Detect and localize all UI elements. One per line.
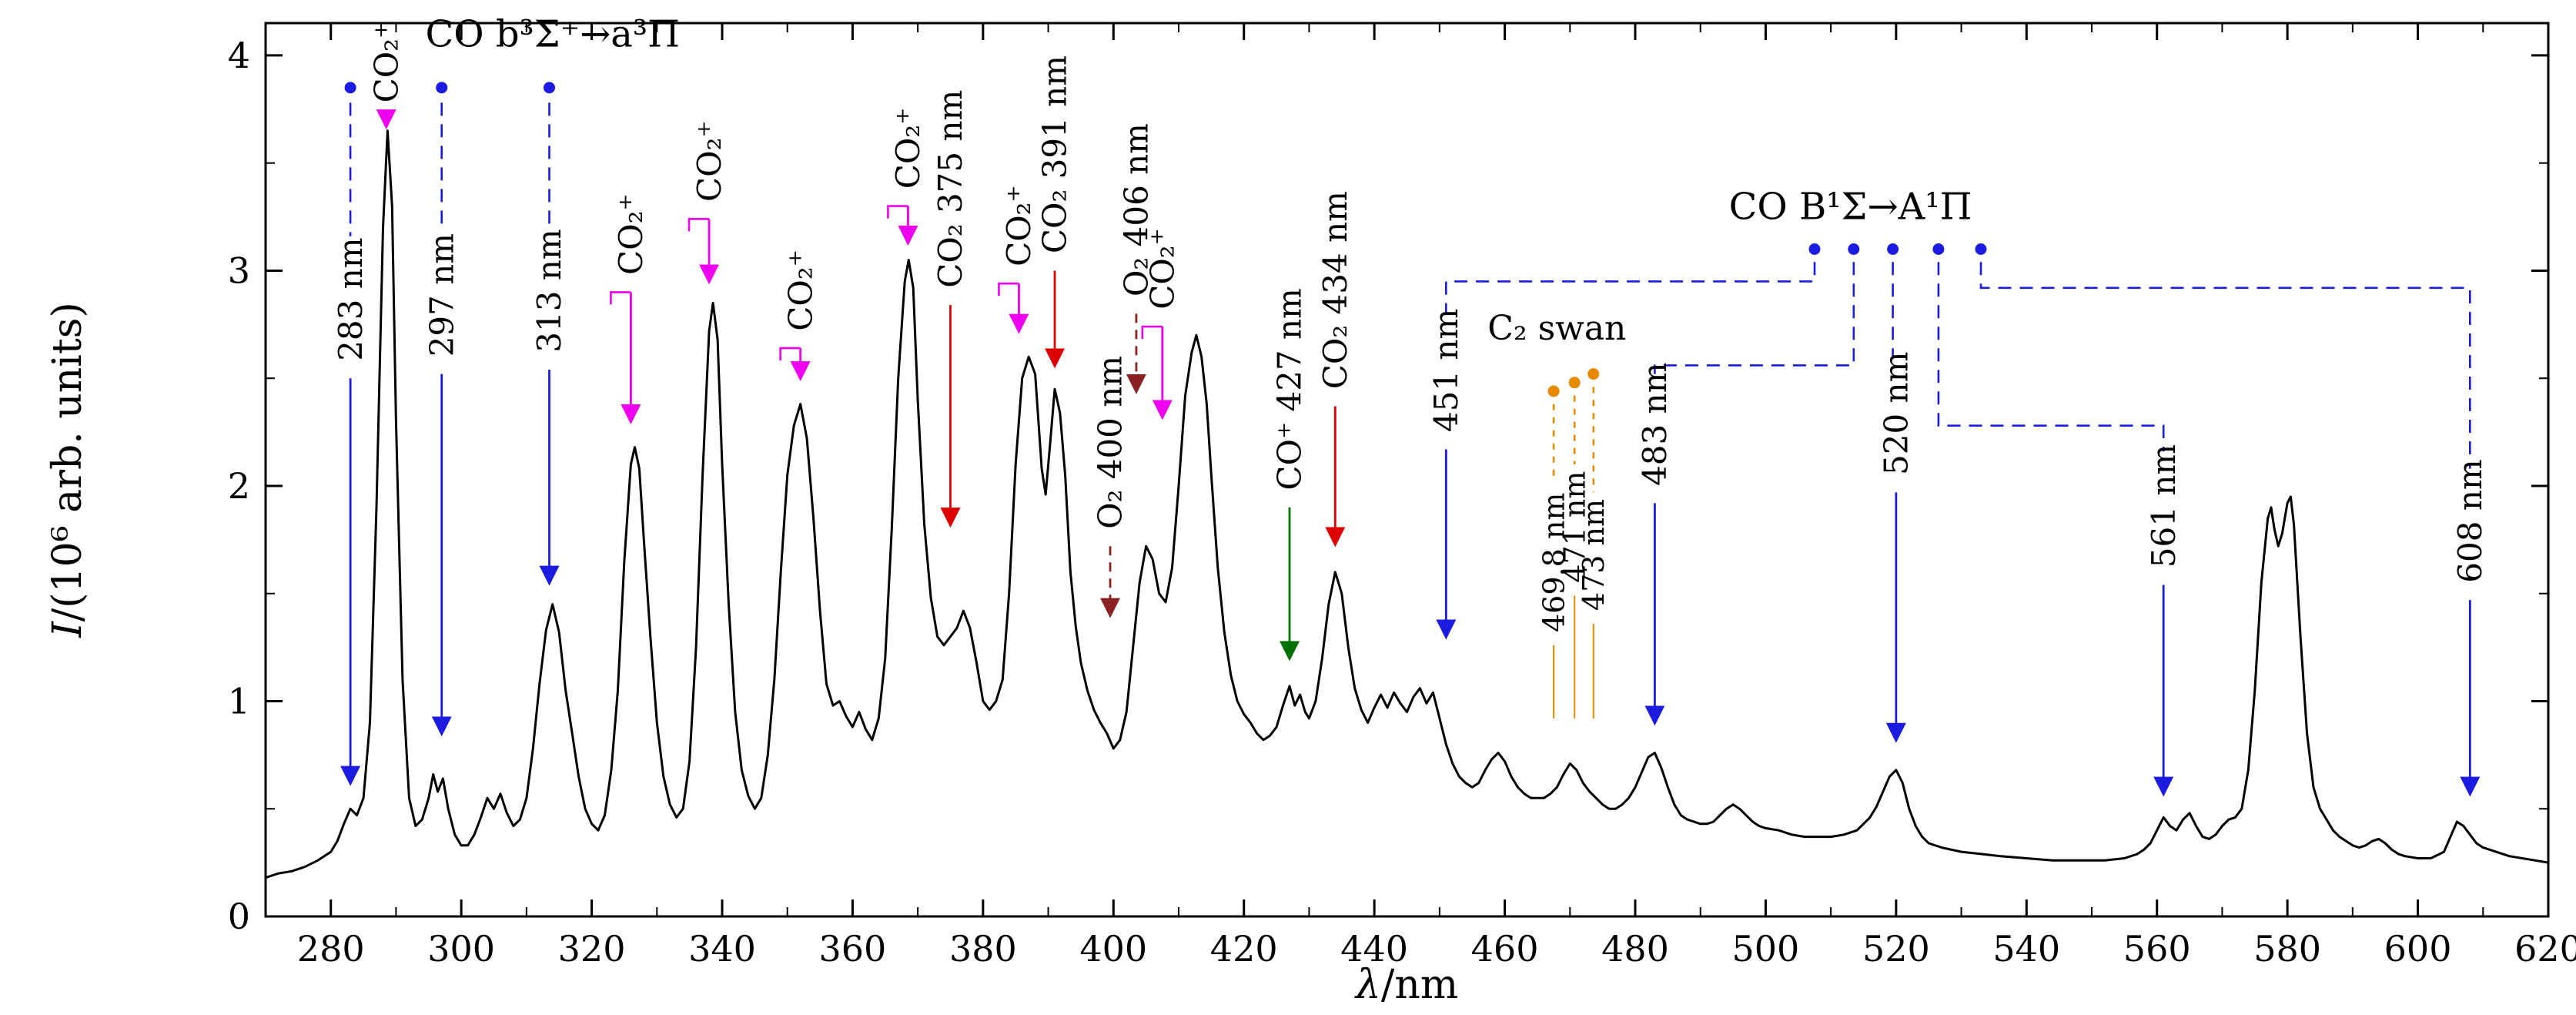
- x-tick-label: 380: [949, 928, 1017, 970]
- bracket-tick: [998, 282, 1019, 296]
- x-tick-label: 520: [1862, 928, 1930, 970]
- x-tick-label: 560: [2123, 928, 2191, 970]
- x-tick-label: 300: [427, 928, 495, 970]
- annotation-label: 313 nm: [530, 229, 568, 352]
- x-tick-label: 480: [1601, 928, 1669, 970]
- annotation-label: 608 nm: [2451, 459, 2489, 582]
- annotation-label: CO₂⁺: [1000, 185, 1038, 266]
- marker-dot: [1887, 243, 1899, 255]
- annotation-label: CO₂⁺: [1144, 228, 1182, 310]
- annotation-label: 483 nm: [1636, 363, 1674, 486]
- annotation-label: O₂ 400 nm: [1092, 356, 1129, 529]
- annotation-label: CO₂ 391 nm: [1036, 55, 1074, 253]
- x-tick-label: 340: [688, 928, 756, 970]
- bracket-tick: [687, 218, 710, 232]
- annotation-label: CO₂⁺: [691, 120, 728, 202]
- marker-dot: [344, 82, 356, 94]
- x-tick-label: 600: [2384, 928, 2452, 970]
- x-tick-label: 320: [558, 928, 626, 970]
- annotation-label: CO₂ 375 nm: [932, 90, 969, 288]
- annotation-label: 561 nm: [2145, 444, 2183, 568]
- marker-dot: [1547, 385, 1560, 397]
- annotation-label: O₂ 406 nm: [1118, 123, 1156, 296]
- annotation-label: 469.8 nm: [1537, 493, 1571, 632]
- y-tick-label: 1: [228, 680, 250, 722]
- annotation-label: CO₂⁺: [612, 193, 650, 275]
- annotation-label: CO₂ 434 nm: [1316, 191, 1354, 389]
- dashed-connector: [1654, 262, 1855, 374]
- x-tick-label: 440: [1340, 928, 1408, 970]
- x-tick-label: 400: [1079, 928, 1147, 970]
- bracket-tick: [610, 291, 631, 305]
- annotation-label: CO⁺ 427 nm: [1271, 288, 1309, 490]
- annotation-label: 283 nm: [332, 237, 370, 360]
- bracket-tick: [779, 347, 801, 361]
- y-tick-label: 0: [228, 896, 250, 937]
- x-tick-label: 580: [2253, 928, 2321, 970]
- marker-dot: [1975, 243, 1987, 255]
- annotation-label: CO₂⁺: [781, 250, 819, 331]
- annotation-group-title: C₂ swan: [1487, 309, 1626, 348]
- annotation-label: 297 nm: [423, 233, 460, 357]
- bracket-tick: [887, 205, 908, 219]
- spectrum-line: [265, 129, 2549, 879]
- x-tick-label: 620: [2514, 928, 2576, 970]
- annotation-label: 451 nm: [1427, 309, 1465, 432]
- annotation-group-title: CO b³Σ⁺→a³Π: [425, 13, 680, 56]
- annotation-label: 473 nm: [1577, 499, 1611, 611]
- y-tick-label: 4: [228, 35, 250, 76]
- annotation-label: 471 nm: [1558, 471, 1592, 583]
- x-axis-label: λ/nm: [1354, 962, 1458, 1008]
- marker-dot: [1568, 377, 1581, 389]
- plot-border: [264, 22, 2550, 918]
- bracket-tick: [1141, 325, 1163, 340]
- annotation-label: 520 nm: [1878, 352, 1915, 475]
- y-axis-label: I/(10⁶ arb. units): [45, 302, 91, 638]
- marker-dot: [436, 82, 448, 94]
- x-tick-label: 420: [1210, 928, 1278, 970]
- x-tick-label: 460: [1471, 928, 1539, 970]
- x-tick-label: 280: [297, 928, 365, 970]
- x-tick-label: 500: [1732, 928, 1800, 970]
- annotation-group-title: CO B¹Σ→A¹Π: [1729, 185, 1972, 228]
- dashed-connector: [1979, 262, 2471, 469]
- annotation-label: CO₂⁺: [367, 22, 405, 103]
- marker-dot: [1848, 243, 1860, 255]
- marker-dot: [1808, 243, 1821, 255]
- marker-dot: [544, 82, 556, 94]
- annotation-label: CO₂⁺: [889, 108, 927, 189]
- y-tick-label: 3: [228, 250, 250, 291]
- dashed-connector: [1937, 262, 2165, 452]
- annotations: CO b³Σ⁺→a³Π CO B¹Σ→A¹Π C₂ swan 283 nm 297 nm…: [332, 13, 2489, 797]
- x-tick-label: 360: [819, 928, 887, 970]
- marker-dot: [1587, 368, 1600, 380]
- y-tick-label: 2: [228, 465, 250, 507]
- axes: 280 300 320 340 360 380 400 420 440 460 480 500 520 5…: [45, 22, 2576, 1008]
- dashed-connector: [1445, 262, 1816, 314]
- x-tick-label: 540: [1992, 928, 2060, 970]
- marker-dot: [1932, 243, 1945, 255]
